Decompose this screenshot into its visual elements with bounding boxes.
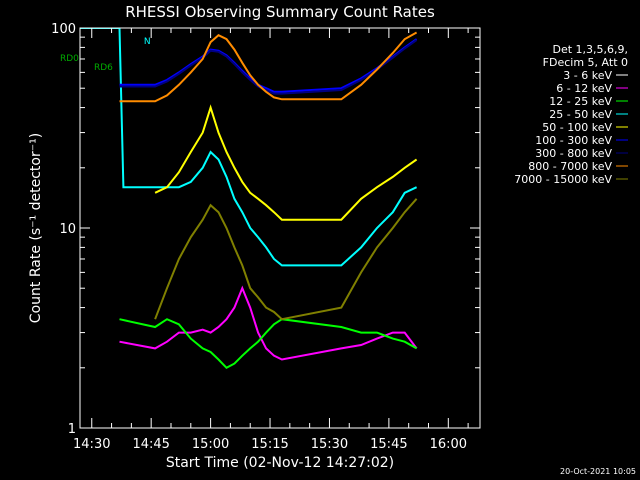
legend-entry-8: 7000 - 15000 keV xyxy=(514,173,612,186)
n-annotation-label: N xyxy=(144,37,151,47)
x-tick-label: 15:45 xyxy=(370,437,407,452)
annotations: N RD0 RD6 xyxy=(60,37,151,73)
series-layer xyxy=(80,28,418,421)
legend-entry-2: 12 - 25 keV xyxy=(549,95,612,108)
series-line-4 xyxy=(154,104,418,221)
x-tick-label: 15:00 xyxy=(192,437,229,452)
chart-title: RHESSI Observing Summary Count Rates xyxy=(125,3,435,21)
x-tick-label: 15:30 xyxy=(311,437,348,452)
y-axis-label: Count Rate (s⁻¹ detector⁻¹) xyxy=(28,133,44,323)
x-tick-label: 14:30 xyxy=(73,437,110,452)
x-tick-label: 15:15 xyxy=(251,437,288,452)
legend-entry-6: 300 - 800 keV xyxy=(535,147,612,160)
y-axis: 1 10 100 xyxy=(51,22,480,437)
legend-entry-1: 6 - 12 keV xyxy=(556,82,612,95)
legend-entry-7: 800 - 7000 keV xyxy=(528,160,612,173)
series-line-7 xyxy=(119,31,418,103)
y-tick-label: 10 xyxy=(59,222,76,237)
legend: Det 1,3,5,6,9,FDecim 5, Att 03 - 6 keV6 … xyxy=(514,43,628,186)
x-axis: 14:30 14:45 15:00 15:15 15:30 15:45 16:00 xyxy=(73,28,469,452)
series-line-6 xyxy=(119,39,418,95)
x-axis-label: Start Time (02-Nov-12 14:27:02) xyxy=(166,455,394,471)
series-line-8 xyxy=(154,198,418,321)
plot-area xyxy=(80,28,418,421)
rd6-annotation-label: RD6 xyxy=(94,63,113,73)
rd0-annotation-label: RD0 xyxy=(60,54,79,64)
legend-entry-0: 3 - 6 keV xyxy=(563,69,612,82)
legend-entry-4: 50 - 100 keV xyxy=(542,121,612,134)
series-line-5 xyxy=(119,38,418,93)
timestamp: 20-Oct-2021 10:05 xyxy=(560,467,636,476)
legend-header-1: FDecim 5, Att 0 xyxy=(543,56,628,69)
y-tick-label: 1 xyxy=(68,422,76,437)
x-tick-label: 16:00 xyxy=(430,437,467,452)
legend-entry-3: 25 - 50 keV xyxy=(549,108,612,121)
series-line-2 xyxy=(119,318,418,370)
x-tick-label: 14:45 xyxy=(132,437,169,452)
y-tick-label: 100 xyxy=(51,22,76,37)
legend-entry-5: 100 - 300 keV xyxy=(535,134,612,147)
legend-header-0: Det 1,3,5,6,9, xyxy=(552,43,628,56)
